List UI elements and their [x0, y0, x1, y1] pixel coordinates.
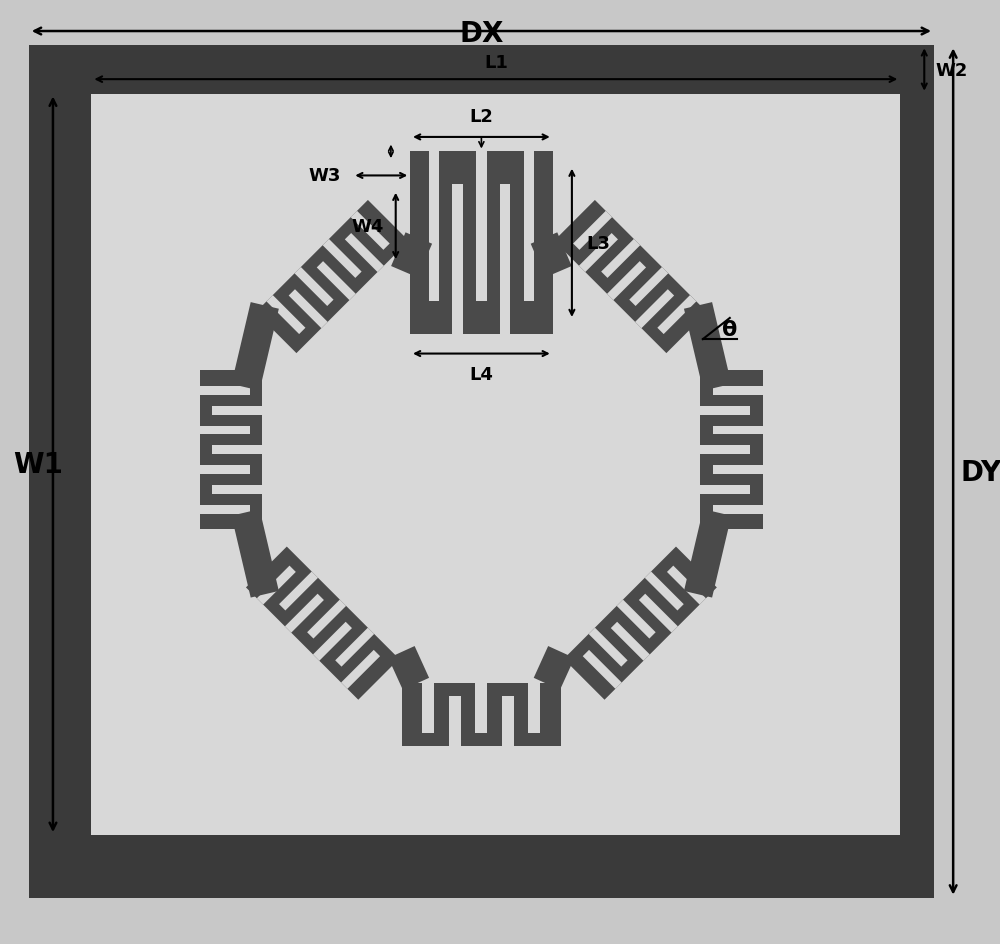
- Polygon shape: [528, 683, 540, 733]
- Polygon shape: [639, 594, 678, 633]
- Text: L4: L4: [469, 365, 493, 383]
- Polygon shape: [713, 426, 763, 435]
- Text: DY: DY: [961, 459, 1000, 486]
- Polygon shape: [534, 647, 574, 690]
- Polygon shape: [713, 386, 763, 396]
- Text: θ: θ: [722, 320, 737, 340]
- Polygon shape: [657, 295, 696, 335]
- Polygon shape: [667, 566, 706, 605]
- Polygon shape: [391, 233, 432, 278]
- Polygon shape: [231, 510, 279, 598]
- Polygon shape: [589, 628, 628, 666]
- Text: L2: L2: [469, 109, 493, 126]
- Polygon shape: [317, 261, 356, 301]
- Bar: [91, 94, 900, 835]
- Polygon shape: [684, 510, 731, 598]
- Bar: [429, 152, 439, 302]
- Polygon shape: [200, 426, 250, 435]
- Polygon shape: [531, 233, 572, 278]
- Polygon shape: [700, 406, 750, 415]
- Polygon shape: [684, 303, 731, 391]
- Polygon shape: [246, 547, 399, 700]
- Polygon shape: [635, 290, 674, 329]
- Polygon shape: [700, 446, 750, 455]
- Polygon shape: [700, 371, 763, 530]
- Polygon shape: [256, 201, 409, 354]
- Polygon shape: [388, 647, 429, 690]
- Polygon shape: [307, 600, 346, 639]
- Polygon shape: [323, 240, 362, 278]
- Polygon shape: [502, 696, 514, 746]
- Polygon shape: [257, 566, 296, 605]
- Bar: [410, 152, 553, 335]
- Polygon shape: [713, 505, 763, 514]
- Polygon shape: [402, 683, 561, 746]
- Bar: [524, 152, 534, 302]
- Bar: [452, 185, 463, 335]
- Polygon shape: [645, 572, 684, 611]
- Bar: [500, 185, 510, 335]
- Polygon shape: [295, 268, 334, 307]
- Polygon shape: [617, 600, 656, 639]
- Polygon shape: [231, 303, 279, 391]
- Polygon shape: [554, 201, 707, 354]
- Polygon shape: [700, 485, 750, 495]
- Text: W1: W1: [14, 451, 63, 479]
- Polygon shape: [713, 465, 763, 475]
- Polygon shape: [564, 547, 717, 700]
- Text: L1: L1: [484, 55, 508, 73]
- Polygon shape: [200, 371, 262, 530]
- Polygon shape: [212, 485, 262, 495]
- Polygon shape: [279, 572, 318, 611]
- Polygon shape: [200, 465, 250, 475]
- Polygon shape: [351, 211, 390, 250]
- Bar: [476, 152, 487, 302]
- Polygon shape: [422, 683, 434, 733]
- Polygon shape: [200, 505, 250, 514]
- Polygon shape: [341, 650, 380, 689]
- Polygon shape: [200, 386, 250, 396]
- Polygon shape: [335, 628, 374, 666]
- Polygon shape: [579, 234, 618, 273]
- Polygon shape: [607, 261, 646, 301]
- Polygon shape: [266, 295, 305, 335]
- Polygon shape: [475, 683, 487, 733]
- Text: L3: L3: [586, 235, 610, 253]
- Polygon shape: [212, 406, 262, 415]
- Polygon shape: [573, 211, 612, 250]
- Polygon shape: [345, 234, 384, 273]
- Text: W3: W3: [308, 167, 341, 185]
- Polygon shape: [611, 622, 650, 661]
- Polygon shape: [285, 594, 324, 633]
- Polygon shape: [583, 650, 622, 689]
- Polygon shape: [449, 696, 461, 746]
- Polygon shape: [289, 290, 328, 329]
- Polygon shape: [601, 240, 640, 278]
- Text: W4: W4: [352, 218, 384, 236]
- Polygon shape: [313, 622, 352, 661]
- Text: DX: DX: [459, 21, 504, 48]
- Polygon shape: [212, 446, 262, 455]
- Polygon shape: [629, 268, 668, 307]
- Text: W2: W2: [936, 61, 968, 79]
